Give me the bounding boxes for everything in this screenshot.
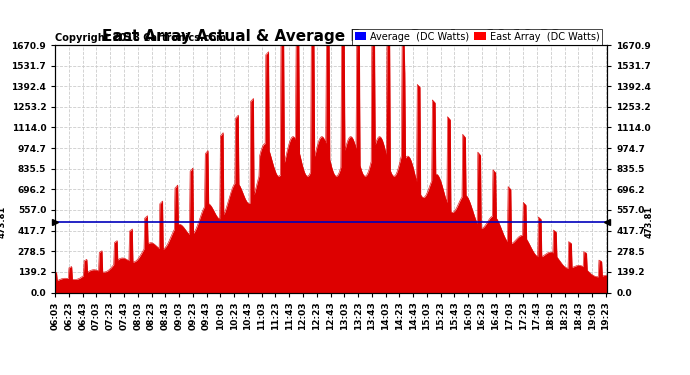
Title: East Array Actual & Average Power Sun Aug 19 19:38: East Array Actual & Average Power Sun Au… [102,29,560,44]
Legend: Average  (DC Watts), East Array  (DC Watts): Average (DC Watts), East Array (DC Watts… [352,29,602,45]
Text: 473.81: 473.81 [644,206,653,238]
Text: 473.81: 473.81 [0,206,7,238]
Text: Copyright 2018 Cartronics.com: Copyright 2018 Cartronics.com [55,33,226,42]
